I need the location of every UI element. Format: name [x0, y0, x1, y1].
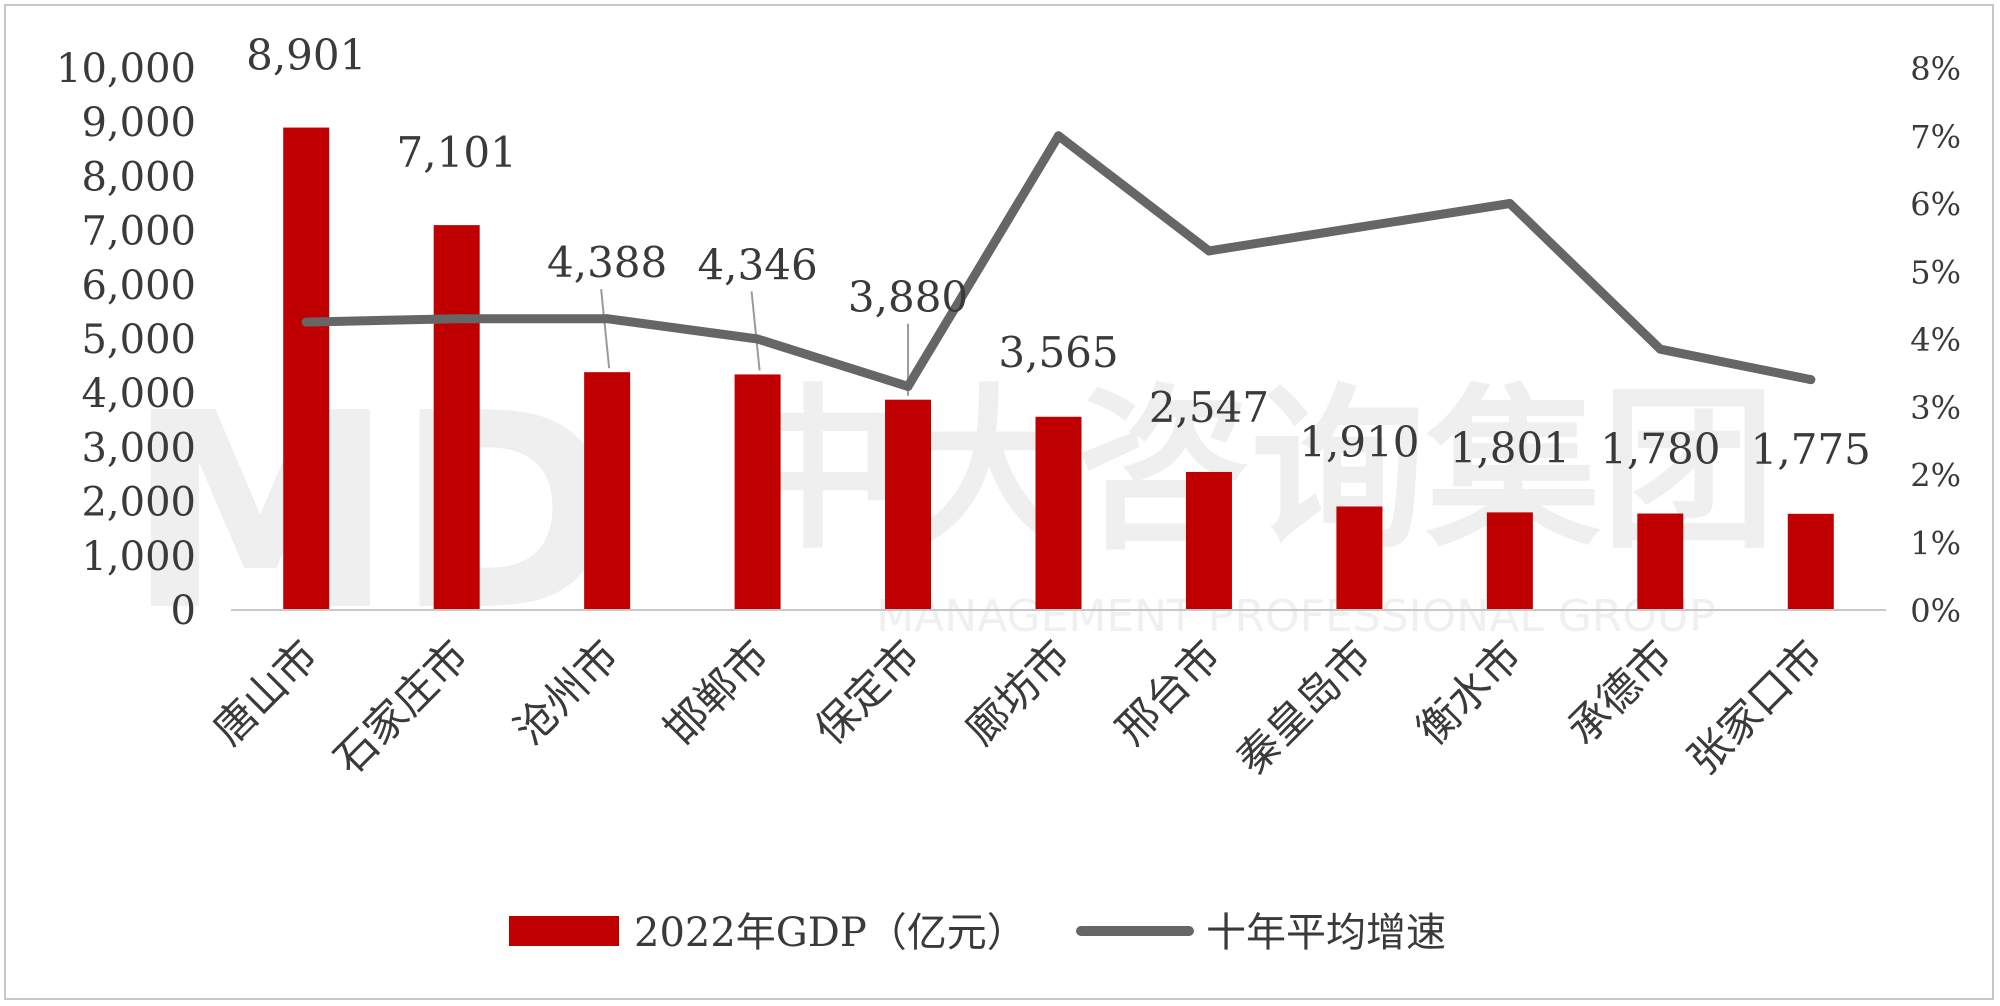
bar: [584, 372, 631, 610]
legend-label-bar: 2022年GDP（亿元）: [634, 910, 1027, 956]
growth-point: [1655, 344, 1665, 354]
bar-value-label: 1,910: [1299, 417, 1419, 466]
bar: [885, 399, 932, 610]
growth-point: [1204, 246, 1214, 256]
legend-label-line: 十年平均增速: [1206, 910, 1446, 956]
data-labels: 8,901 7,101 4,388 4,346 3,880 3,565 2,547 1,910…: [246, 31, 1871, 474]
category-label: 保定市: [805, 630, 929, 754]
bar-value-label: 3,880: [848, 273, 968, 322]
bar-value-label: 4,388: [547, 238, 667, 287]
growth-point: [903, 381, 913, 391]
bar-value-label: 8,901: [246, 31, 366, 80]
leader-line: [750, 291, 761, 371]
bar: [283, 127, 330, 611]
growth-line-group: [301, 131, 1816, 391]
y-axis-right: 0% 1% 2% 3% 4% 5% 6% 7% 8%: [1910, 50, 1961, 630]
bar: [1787, 513, 1834, 610]
y-right-tick-label: 1%: [1910, 524, 1961, 562]
chart-frame: MD 中大咨询集团 MANAGEMENT PROFESSIONAL GROUP 8,…: [4, 4, 1994, 1000]
y-right-tick-label: 4%: [1910, 321, 1961, 359]
y-right-tick-label: 7%: [1910, 118, 1961, 156]
y-right-tick-label: 0%: [1910, 592, 1961, 630]
y-axis-left: 0 1,000 2,000 3,000 4,000 5,000 6,000 7,000 8,00…: [56, 46, 196, 634]
y-right-tick-label: 3%: [1910, 389, 1961, 427]
legend: 2022年GDP（亿元） 十年平均增速: [509, 910, 1446, 956]
y-left-tick-label: 5,000: [81, 317, 196, 363]
category-label: 衡水市: [1407, 630, 1531, 754]
watermark-logo: MD: [126, 355, 619, 670]
bar-value-label: 3,565: [998, 328, 1118, 377]
y-left-tick-label: 6,000: [81, 263, 196, 309]
bar: [1035, 416, 1082, 610]
category-label: 张家口市: [1678, 630, 1831, 783]
category-label: 邯郸市: [655, 630, 779, 754]
y-left-tick-label: 7,000: [81, 209, 196, 255]
bar: [1185, 471, 1232, 610]
watermark-subtext: MANAGEMENT PROFESSIONAL GROUP: [876, 591, 1716, 642]
bar-value-label: 7,101: [397, 128, 517, 177]
y-right-tick-label: 8%: [1910, 50, 1961, 88]
y-left-tick-label: 8,000: [81, 154, 196, 200]
bar-value-label: 1,801: [1450, 423, 1570, 472]
category-label: 邢台市: [1106, 630, 1230, 754]
y-right-tick-label: 6%: [1910, 186, 1961, 224]
y-left-tick-label: 10,000: [56, 46, 196, 92]
growth-point: [602, 314, 612, 324]
growth-point: [301, 317, 311, 327]
bars-group: [283, 127, 1834, 611]
y-left-tick-label: 1,000: [81, 534, 196, 580]
leader-line: [600, 289, 611, 369]
bar-value-label: 1,775: [1751, 425, 1871, 474]
growth-point: [452, 314, 462, 324]
bar: [433, 225, 480, 610]
bar: [734, 374, 781, 610]
growth-point: [1054, 131, 1063, 141]
bar: [1336, 506, 1383, 610]
legend-swatch-bar: [509, 916, 619, 946]
y-left-tick-label: 0: [171, 588, 196, 634]
y-left-tick-label: 2,000: [81, 480, 196, 526]
category-label: 廊坊市: [956, 630, 1080, 754]
bar-value-label: 1,780: [1600, 425, 1720, 474]
growth-point: [753, 334, 763, 344]
growth-point: [1354, 222, 1364, 232]
y-left-tick-label: 9,000: [81, 100, 196, 146]
growth-point: [1505, 199, 1515, 208]
bar-value-label: 2,547: [1149, 383, 1269, 432]
bar: [1486, 512, 1533, 610]
bar: [1637, 513, 1684, 610]
bar-value-label: 4,346: [697, 240, 817, 289]
category-label: 承德市: [1558, 630, 1682, 754]
growth-point: [1806, 375, 1816, 385]
category-label: 秦皇岛市: [1227, 630, 1380, 783]
y-right-tick-label: 2%: [1910, 457, 1961, 495]
y-left-tick-label: 3,000: [81, 425, 196, 471]
y-left-tick-label: 4,000: [81, 371, 196, 417]
y-right-tick-label: 5%: [1910, 253, 1961, 291]
